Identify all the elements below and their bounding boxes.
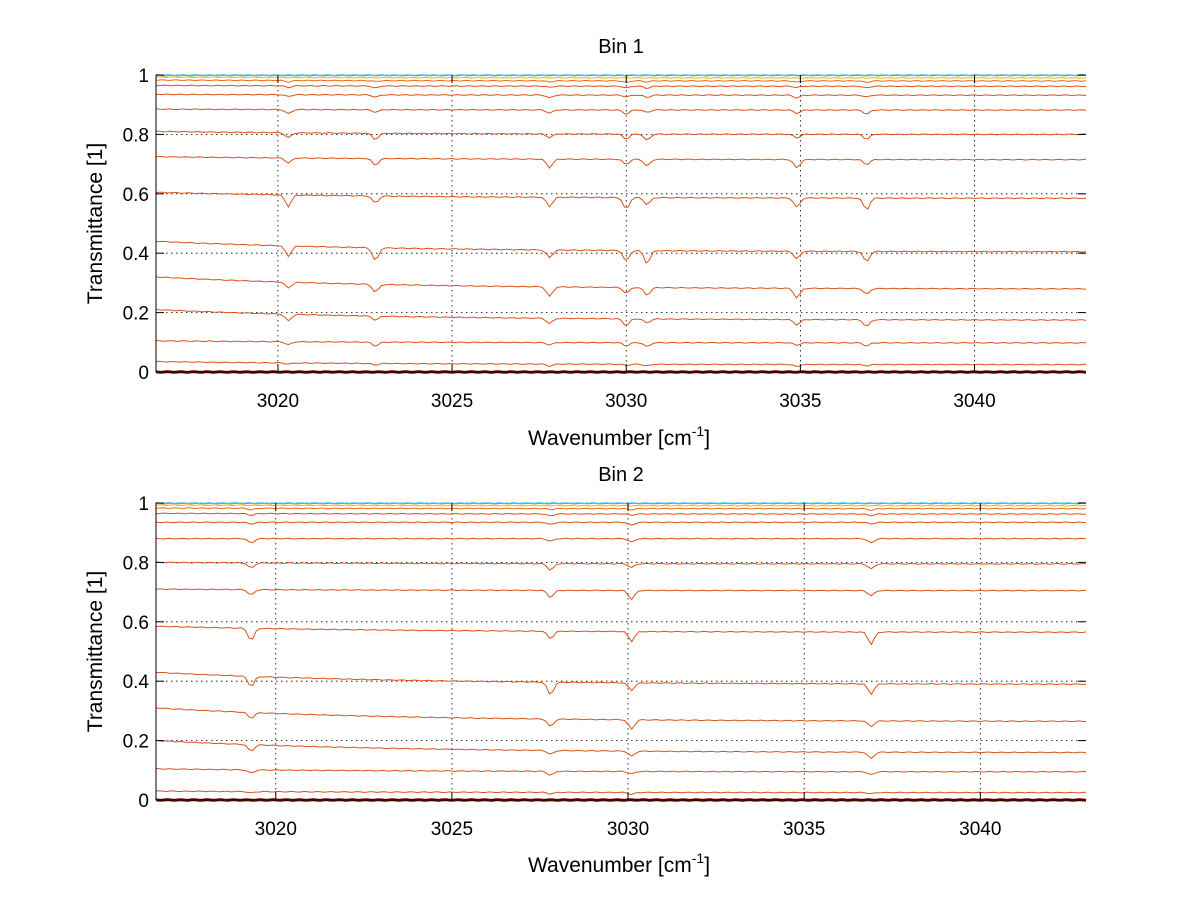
series-line [155,155,1087,169]
x-axis-label-superscript: -1 [692,850,705,866]
series-line [155,191,1087,210]
x-axis-label-text: Wavenumber [cm [528,854,692,877]
x-tick-label: 3020 [255,819,297,840]
series-line [155,76,1087,79]
x-tick-label: 3025 [431,391,473,412]
series-line [155,240,1087,264]
y-tick-label: 0.2 [123,732,149,753]
series-line [155,108,1087,115]
y-tick-label: 0.6 [123,185,149,206]
x-axis-label-close: ] [704,854,710,877]
x-axis-label-close: ] [704,427,710,450]
x-tick-label: 3040 [959,819,1001,840]
y-tick-label: 0 [138,791,149,812]
series-line [155,340,1087,347]
y-tick-label: 0.4 [123,672,150,693]
series-line [155,739,1087,760]
y-tick-label: 0.8 [123,125,149,146]
series-line [155,507,1087,512]
x-tick-label: 3035 [779,391,821,412]
series-line [155,308,1087,327]
chart-panel-bin-1: 3020 3025 3030 3035 3040 0 0.2 0.4 0.6 0.8 1 Bin 1 W… [84,36,1087,450]
y-axis-label: Transmittance [1] [84,143,107,304]
series-line [155,74,1087,76]
series-line [155,93,1087,99]
y-tick-label: 0.2 [123,304,149,325]
chart-title: Bin 1 [598,36,644,58]
x-axis-label: Wavenumber [cm-1] [528,423,710,450]
series-line [155,502,1087,504]
x-tick-label: 3020 [257,391,299,412]
chart-panel-bin-2: 3020 3025 3030 3035 3040 0 0.2 0.4 0.6 0.8 1 Bin 2 W… [84,464,1087,877]
chart-title: Bin 2 [598,464,644,486]
series-line [155,625,1087,646]
x-tick-label: 3030 [605,391,647,412]
y-tick-label: 0 [138,363,149,384]
series-line [155,79,1087,84]
x-tick-label: 3035 [783,819,825,840]
series-line [155,84,1087,90]
series-line [155,521,1087,526]
series-line [155,512,1087,517]
series-line [155,671,1087,696]
series-line [155,360,1087,368]
y-tick-label: 1 [138,494,149,515]
y-tick-label: 0.8 [123,553,149,574]
series-line [155,790,1087,795]
series-line [155,537,1087,544]
series-line [155,276,1087,299]
series-line [155,707,1087,730]
x-axis-label: Wavenumber [cm-1] [528,850,710,877]
y-tick-label: 0.4 [123,244,150,265]
x-tick-label: 3030 [607,819,649,840]
series-line [155,130,1087,141]
y-axis-label: Transmittance [1] [84,571,107,732]
series-line [155,588,1087,601]
y-tick-label: 1 [138,66,149,87]
x-tick-label: 3025 [431,819,473,840]
series-line [155,768,1087,776]
x-axis-label-text: Wavenumber [cm [528,427,692,450]
x-tick-label: 3040 [953,391,995,412]
series-line [155,561,1087,571]
y-tick-label: 0.6 [123,613,149,634]
x-axis-label-superscript: -1 [692,423,705,439]
series-line [155,504,1087,507]
